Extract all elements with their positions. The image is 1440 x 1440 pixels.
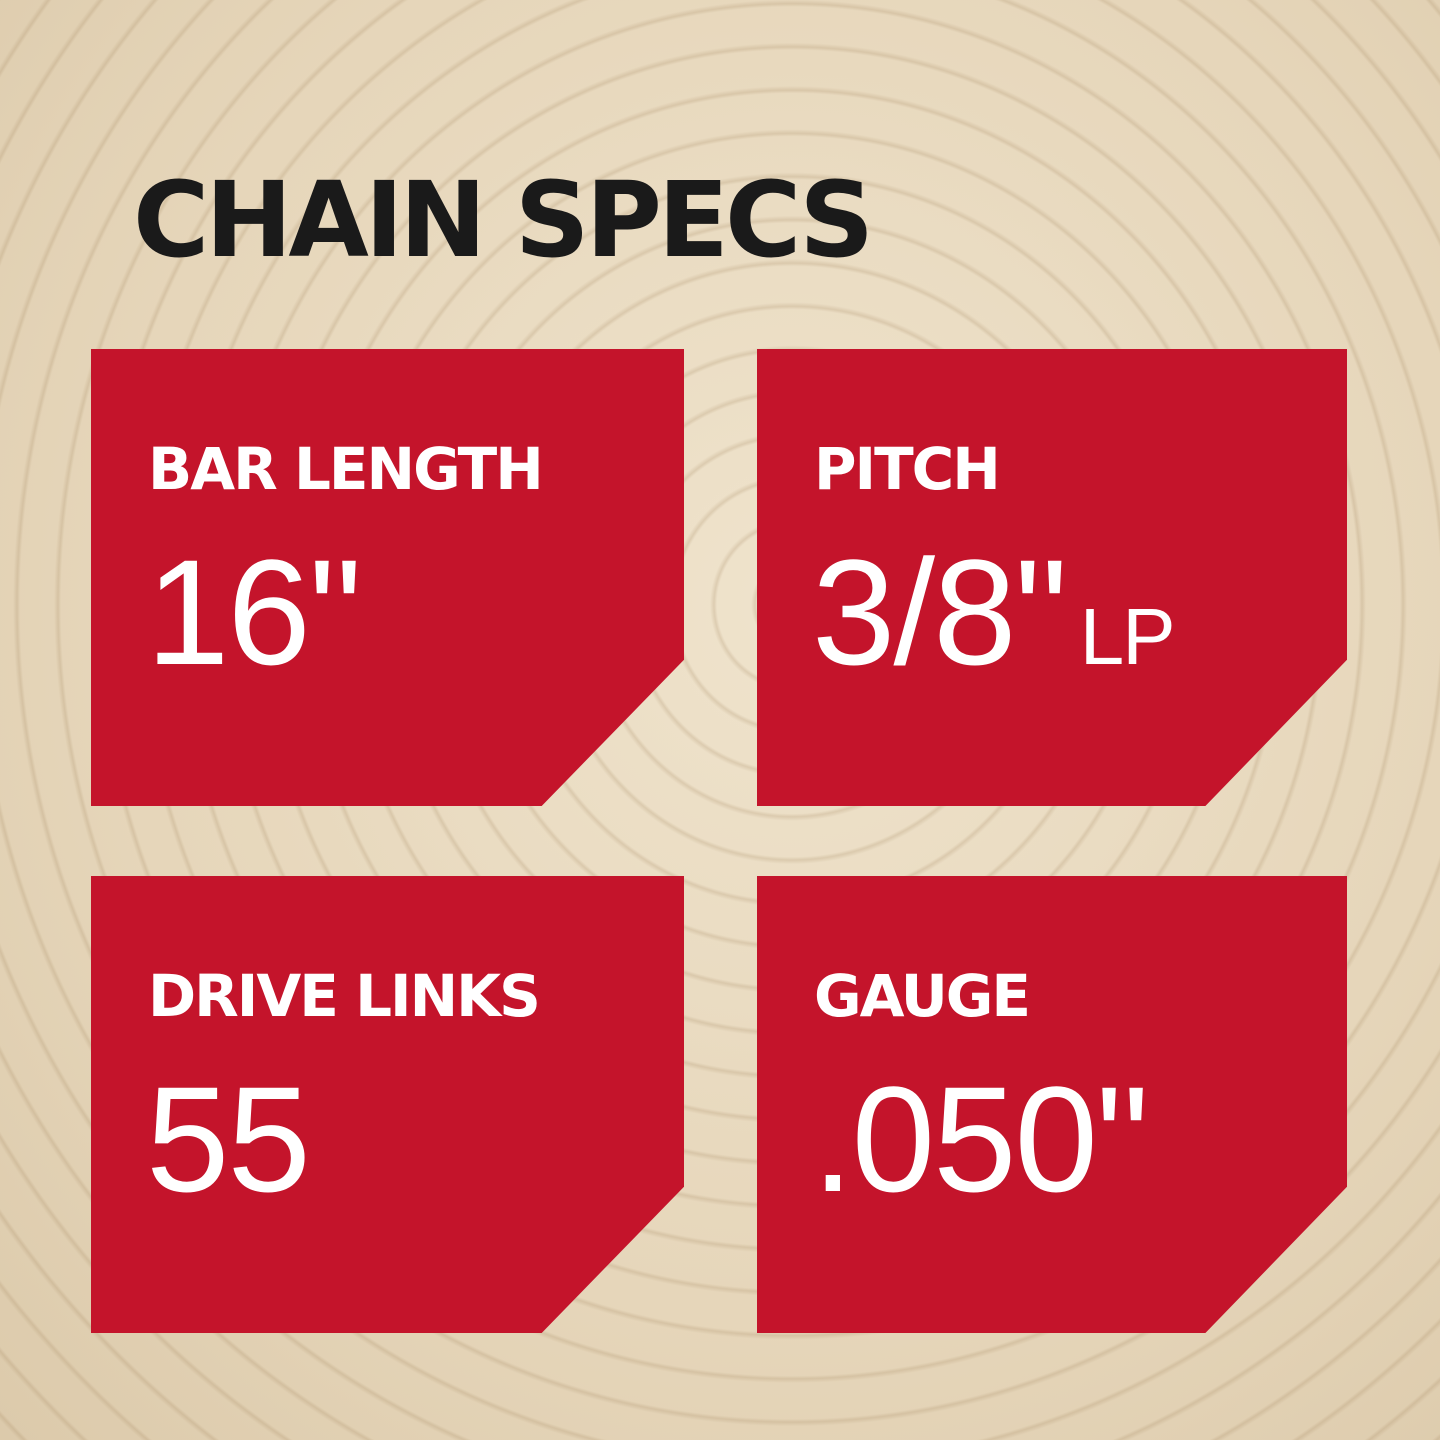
spec-card-gauge: GAUGE .050" (757, 876, 1347, 1333)
spec-card-bar-length: BAR LENGTH 16" (91, 349, 684, 806)
spec-label: BAR LENGTH (148, 435, 544, 503)
page-title: CHAIN SPECS (133, 159, 874, 281)
spec-card-drive-links: DRIVE LINKS 55 (91, 876, 684, 1333)
spec-label: DRIVE LINKS (148, 962, 541, 1030)
spec-value: .050" (812, 1064, 1149, 1214)
spec-value-text: 16" (146, 528, 362, 696)
spec-label: GAUGE (814, 962, 1031, 1030)
spec-value-text: 55 (146, 1055, 311, 1223)
spec-card-pitch: PITCH 3/8" LP (757, 349, 1347, 806)
spec-value: 55 (146, 1064, 311, 1214)
spec-value: 16" (146, 537, 362, 687)
spec-value: 3/8" LP (812, 537, 1176, 687)
spec-value-suffix: LP (1079, 592, 1176, 681)
spec-label: PITCH (814, 435, 1001, 503)
spec-value-text: .050" (812, 1055, 1149, 1223)
spec-value-text: 3/8" (812, 528, 1068, 696)
